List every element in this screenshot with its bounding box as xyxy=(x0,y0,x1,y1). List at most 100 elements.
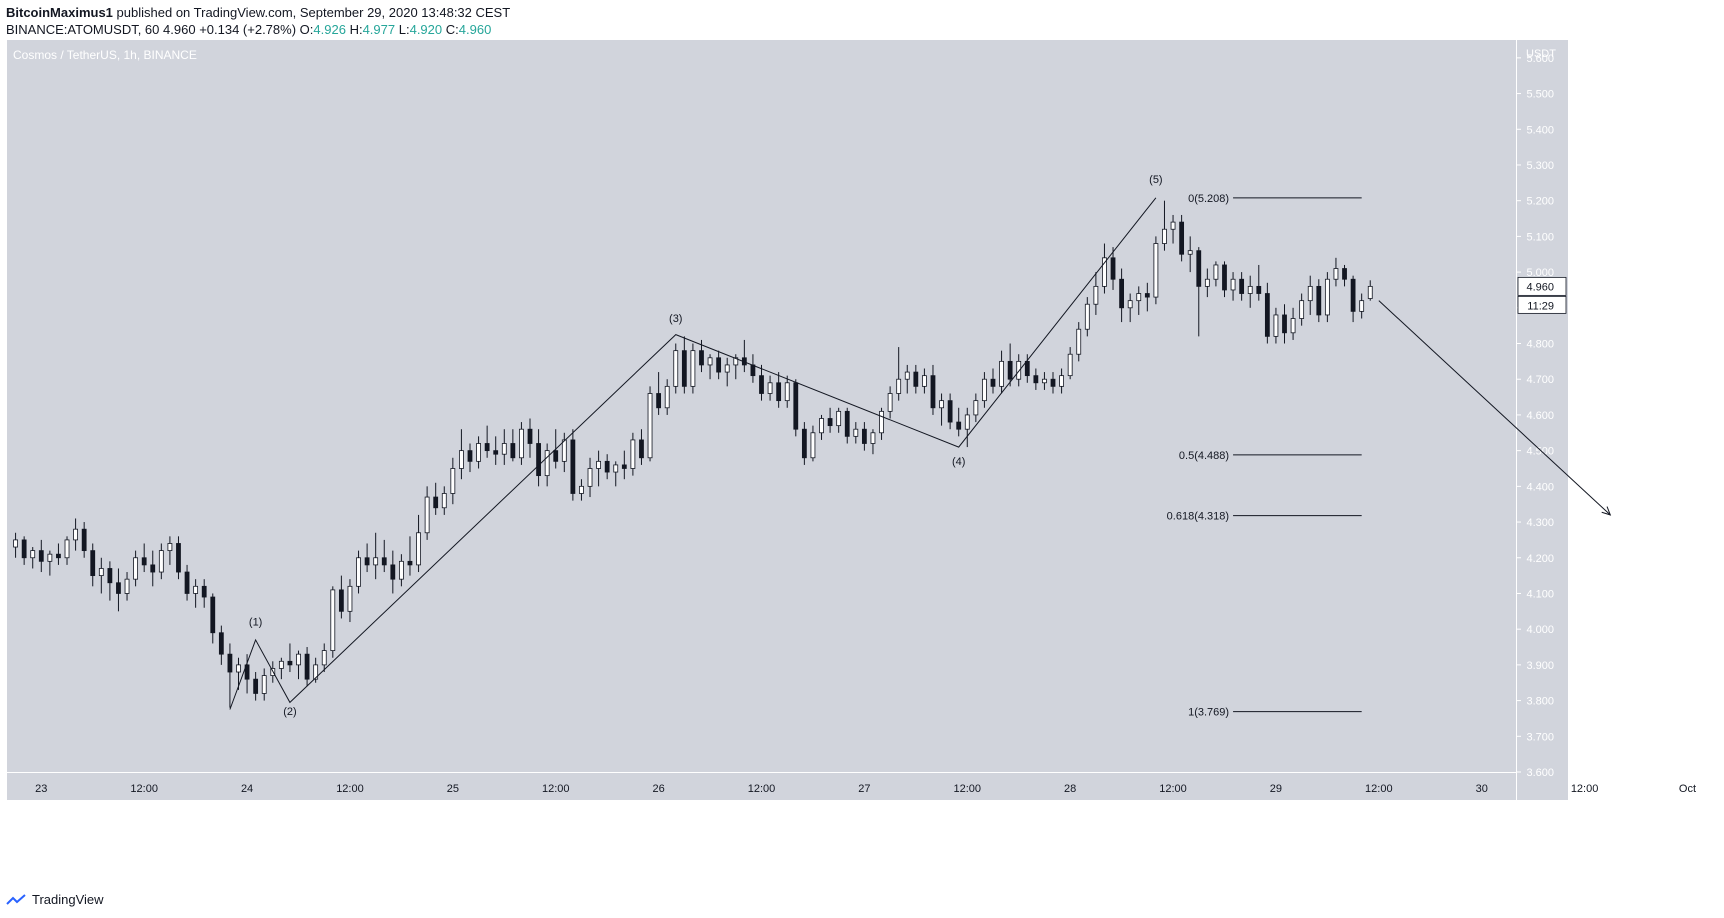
y-tick-label: 4.200 xyxy=(1526,553,1554,565)
candle-body-down xyxy=(776,382,782,402)
footer-brand: TradingView xyxy=(32,892,104,907)
candle-body-down xyxy=(493,450,499,455)
candle-body-up xyxy=(398,560,404,580)
candle-body-up xyxy=(630,439,636,469)
candle-body-down xyxy=(1007,360,1013,380)
candle-body-up xyxy=(459,450,464,469)
y-tick-label: 4.300 xyxy=(1526,517,1554,529)
candle-body-up xyxy=(1102,257,1107,287)
forecast-arrow-head xyxy=(1601,506,1612,516)
author-name[interactable]: BitcoinMaximus1 xyxy=(6,5,113,20)
candle-body-up xyxy=(47,553,53,562)
price-change: +0.134 (+2.78%) xyxy=(199,22,297,37)
x-tick-label: 23 xyxy=(35,783,47,795)
open-value: 4.926 xyxy=(313,22,346,37)
open-label: O: xyxy=(299,22,314,37)
candle-body-up xyxy=(1187,250,1193,255)
elliott-wave-line xyxy=(229,197,1157,710)
candle-body-up xyxy=(64,539,70,559)
candle-body-down xyxy=(716,357,722,373)
candle-body-down xyxy=(699,350,704,366)
candle-body-down xyxy=(1239,278,1245,294)
candle-body-up xyxy=(1204,278,1210,287)
candle-body-down xyxy=(681,350,687,387)
candle-body-up xyxy=(313,664,319,680)
close-value: 4.960 xyxy=(458,22,492,37)
x-tick-label: 30 xyxy=(1476,783,1488,795)
candle-body-down xyxy=(956,421,962,430)
candle-body-down xyxy=(201,585,207,598)
candle-body-down xyxy=(604,460,610,473)
candle-body-up xyxy=(261,675,267,694)
candle-body-up xyxy=(853,428,859,437)
candle-body-up xyxy=(1290,318,1296,334)
x-tick-label: 12:00 xyxy=(1571,783,1599,795)
candle-body-up xyxy=(13,539,18,548)
last-price-box xyxy=(1517,276,1567,296)
candle-body-up xyxy=(1042,378,1047,384)
candle-body-up xyxy=(887,393,893,412)
candle-body-down xyxy=(793,382,799,430)
candle-body-down xyxy=(827,418,833,427)
candle-body-up xyxy=(1324,278,1330,316)
x-tick-label: 24 xyxy=(241,783,253,795)
candle-body-down xyxy=(218,632,224,655)
candle-body-up xyxy=(236,664,241,673)
wave-label: (3) xyxy=(669,313,682,325)
y-axis-label: USDT xyxy=(1526,48,1556,60)
y-tick-label: 5.600 xyxy=(1526,53,1554,65)
candle-body-down xyxy=(244,664,250,680)
last-price-label: 4.960 xyxy=(1526,281,1554,293)
candle-body-up xyxy=(673,350,679,387)
x-tick-label: 25 xyxy=(447,783,459,795)
y-tick-label: 4.000 xyxy=(1526,624,1554,636)
x-tick-label: 12:00 xyxy=(1159,783,1187,795)
candle-body-down xyxy=(116,582,121,594)
candle-body-up xyxy=(836,410,842,427)
candle-body-down xyxy=(947,400,953,423)
candle-body-up xyxy=(330,589,336,651)
candle-body-down xyxy=(656,393,662,409)
y-tick-label: 4.800 xyxy=(1526,339,1554,351)
candle-body-down xyxy=(467,450,473,462)
fib-level-label: 0.618(4.318) xyxy=(1167,511,1229,523)
price-axis xyxy=(1517,40,1568,800)
y-tick-label: 3.600 xyxy=(1526,767,1554,779)
candle-body-down xyxy=(1350,278,1356,312)
candle-body-up xyxy=(441,493,447,509)
y-tick-label: 4.700 xyxy=(1526,374,1554,386)
x-tick-label: 27 xyxy=(858,783,870,795)
wave-label: (1) xyxy=(249,617,262,629)
candle-body-up xyxy=(1127,300,1133,309)
y-tick-label: 3.700 xyxy=(1526,731,1554,743)
candle-body-up xyxy=(424,496,430,534)
candle-body-up xyxy=(613,464,619,473)
candle-body-up xyxy=(1067,353,1073,377)
candle-body-down xyxy=(1342,268,1347,280)
candle-body-up xyxy=(596,460,601,469)
countdown-box xyxy=(1517,295,1567,314)
y-tick-label: 5.000 xyxy=(1526,267,1554,279)
x-tick-label: 29 xyxy=(1270,783,1282,795)
candle-body-up xyxy=(870,432,876,444)
y-tick-label: 5.400 xyxy=(1526,124,1554,136)
y-tick-label: 5.500 xyxy=(1526,89,1554,101)
candle-body-up xyxy=(579,485,584,494)
candle-body-up xyxy=(973,400,979,416)
tradingview-footer[interactable]: TradingView xyxy=(6,892,104,907)
candle-body-up xyxy=(1359,300,1365,312)
candle-body-down xyxy=(930,375,936,409)
candle-body-up xyxy=(416,532,421,566)
candle-body-down xyxy=(56,553,61,559)
candle-body-down xyxy=(536,443,541,477)
symbol-text: BINANCE:ATOMUSDT, 60 xyxy=(6,22,160,37)
candle-body-up xyxy=(1230,278,1236,291)
chart-title: Cosmos / TetherUS, 1h, BINANCE xyxy=(13,48,197,62)
candle-body-up xyxy=(733,357,739,366)
candle-body-up xyxy=(982,378,987,402)
candle-body-down xyxy=(759,375,764,394)
high-value: 4.977 xyxy=(362,22,396,37)
candle-body-up xyxy=(724,364,730,373)
candle-body-up xyxy=(98,568,104,577)
